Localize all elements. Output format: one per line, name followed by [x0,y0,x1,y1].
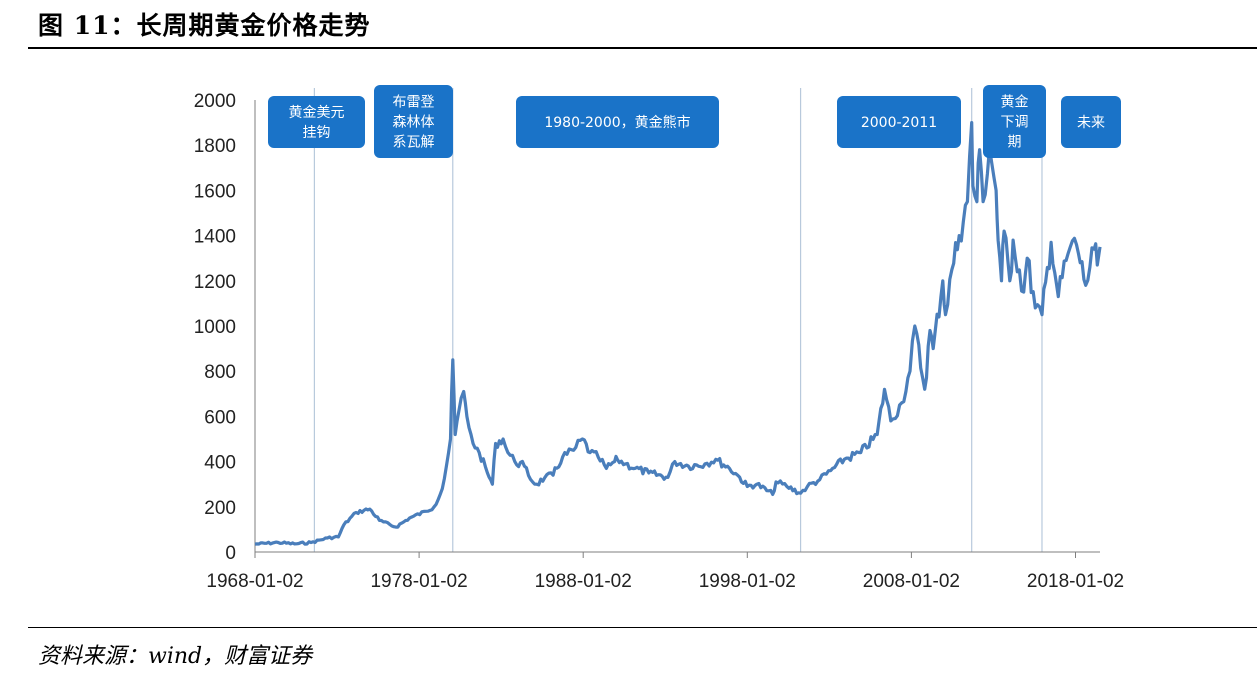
figure-title: 图 11：长周期黄金价格走势 [38,11,371,40]
period-annotation-label: 挂钩 [303,125,331,141]
y-tick-label: 400 [204,453,236,474]
y-tick-label: 2000 [194,91,236,112]
x-tick-label: 1998-01-02 [699,571,796,592]
source-note: 资料来源：wind，财富证券 [38,644,313,669]
gold-price-line [254,121,1102,546]
title-rule [28,47,1257,49]
period-annotation-box [268,96,365,148]
y-tick-label: 800 [204,362,236,383]
period-annotation-label: 下调 [1001,115,1029,131]
period-annotation-box [516,96,719,148]
period-annotation-box [983,85,1046,158]
period-annotation-label: 森林体 [393,115,435,131]
y-tick-label: 1600 [194,181,236,202]
x-tick-label: 1988-01-02 [535,571,632,592]
y-tick-label: 1000 [194,317,236,338]
y-tick-label: 1800 [194,136,236,157]
y-tick-label: 1400 [194,227,236,248]
period-annotation-label: 布雷登 [393,95,435,111]
period-annotation-box [1061,96,1121,148]
period-annotation-box [837,96,961,148]
period-annotation-label: 期 [1008,135,1022,151]
x-tick-label: 1968-01-02 [206,571,303,592]
y-tick-label: 600 [204,407,236,428]
period-annotation-box [374,85,453,158]
y-tick-label: 0 [225,543,236,564]
source-rule [28,627,1257,628]
period-annotation-label: 系瓦解 [393,135,435,151]
period-annotation-label: 黄金 [1001,94,1029,111]
period-annotation-label: 2000-2011 [861,115,937,131]
y-tick-label: 200 [204,498,236,519]
period-annotation-label: 黄金美元 [289,104,345,121]
period-annotation-label: 1980-2000，黄金熊市 [544,114,690,131]
x-tick-label: 2018-01-02 [1027,571,1124,592]
period-annotation-label: 未来 [1077,115,1105,131]
y-tick-label: 1200 [194,272,236,293]
x-tick-label: 1978-01-02 [370,571,467,592]
x-tick-label: 2008-01-02 [863,571,960,592]
